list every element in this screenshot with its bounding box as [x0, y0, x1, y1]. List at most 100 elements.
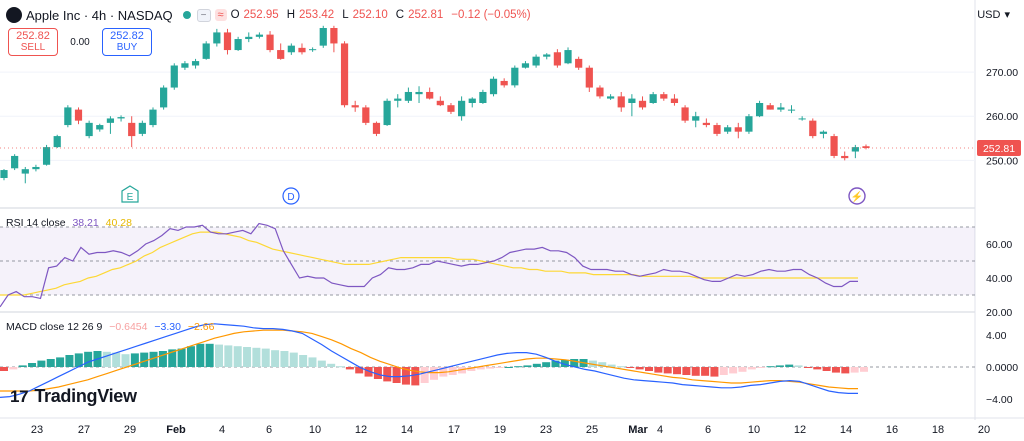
open-value: 252.95 [243, 9, 279, 21]
macd-histogram-bar [158, 351, 167, 367]
collapse-toggle-button[interactable]: − [196, 8, 211, 22]
candle-body [277, 50, 285, 59]
macd-histogram-bar [392, 367, 401, 383]
macd-histogram-bar [831, 367, 840, 373]
macd-histogram-bar [411, 367, 420, 386]
time-tick-label: 12 [794, 424, 806, 436]
candle-body [798, 118, 806, 120]
macd-histogram-bar [130, 353, 139, 367]
time-tick-label: 10 [309, 424, 321, 436]
high-value: 253.42 [299, 9, 335, 21]
rsi-title: RSI 14 close [6, 217, 66, 229]
candle-body [745, 116, 753, 132]
macd-histogram-bar [74, 353, 83, 367]
candle-body [713, 125, 721, 134]
sell-label: SELL [20, 42, 46, 53]
future-event-icon [848, 187, 866, 205]
candle-body [755, 103, 764, 117]
macd-tick-label: 0.0000 [986, 362, 1018, 374]
macd-histogram-bar [149, 351, 158, 367]
candle-body [255, 34, 264, 37]
macd-histogram-bar [373, 367, 382, 379]
symbol-title[interactable]: Apple Inc · 4h · NASDAQ [26, 7, 173, 23]
trade-panel: 252.82 SELL 0.00 252.82 BUY [8, 28, 152, 56]
candle-body [351, 105, 359, 108]
macd-histogram-bar [233, 346, 242, 367]
candle-body [585, 67, 593, 88]
macd-histogram-bar [813, 367, 822, 370]
time-tick-label: 6 [266, 424, 272, 436]
candle-body [11, 155, 19, 169]
earnings-marker [121, 185, 139, 203]
indicator-wave-icon[interactable]: ≈ [214, 9, 227, 21]
macd-histogram-bar [28, 363, 37, 367]
candle-body [617, 96, 625, 108]
candle-body [606, 96, 615, 99]
macd-histogram-bar [504, 367, 513, 368]
candle-body [96, 125, 104, 130]
candle-body [42, 147, 51, 165]
candle-body [64, 107, 72, 126]
candle-body [149, 109, 157, 126]
candle-body [458, 100, 466, 117]
candle-body [670, 98, 679, 103]
macd-hist-value: −0.6454 [109, 321, 148, 333]
currency-label: USD [977, 8, 1001, 21]
candle-body [191, 61, 200, 66]
time-tick-label: 12 [355, 424, 367, 436]
candle-body [181, 63, 189, 68]
low-label: L [342, 9, 349, 21]
macd-histogram-bar [860, 367, 868, 372]
macd-histogram-bar [121, 354, 130, 367]
candle-body [628, 98, 636, 103]
time-tick-label: 23 [540, 424, 552, 436]
candle-body [660, 94, 668, 99]
macd-histogram-bar [738, 367, 747, 372]
macd-histogram-bar [84, 351, 93, 367]
spread-value: 0.00 [70, 36, 90, 48]
time-tick-label: 14 [401, 424, 413, 436]
time-tick-label: 29 [124, 424, 136, 436]
candle-body [596, 87, 604, 97]
macd-histogram-bar [757, 367, 766, 368]
macd-line [0, 323, 858, 398]
candle-body [32, 166, 40, 170]
candle-body [521, 63, 530, 68]
macd-histogram-bar [140, 352, 149, 367]
candle-body [436, 100, 444, 106]
macd-histogram-bar [542, 362, 551, 367]
macd-histogram-bar [598, 362, 607, 367]
macd-histogram-bar [514, 366, 523, 368]
rsi-legend[interactable]: RSI 14 close 38.21 40.28 [6, 217, 132, 229]
dividend-marker [282, 187, 300, 205]
event-marker-label: E [127, 192, 134, 203]
currency-selector[interactable]: USD ▾ [977, 8, 1010, 22]
candle-body [128, 122, 136, 137]
buy-price: 252.82 [110, 30, 144, 42]
candle-body [160, 87, 168, 108]
close-label: C [395, 9, 405, 21]
time-tick-label: 25 [586, 424, 598, 436]
macd-histogram-bar [186, 346, 195, 367]
tradingview-logo[interactable]: 17 TradingView [10, 386, 137, 407]
macd-histogram-bar [215, 344, 223, 367]
macd-histogram-bar [794, 365, 803, 367]
candle-body [681, 107, 689, 121]
macd-histogram-bar [243, 347, 252, 367]
candle-body [287, 45, 295, 53]
candle-body [117, 117, 125, 119]
sell-button[interactable]: 252.82 SELL [8, 28, 58, 56]
candle-body [74, 109, 83, 121]
candle-body [394, 98, 402, 101]
open-label: O [230, 9, 240, 21]
macd-legend[interactable]: MACD close 12 26 9 −0.6454 −3.30 −2.66 [6, 321, 214, 333]
macd-histogram-bar [336, 366, 345, 368]
macd-histogram-bar [719, 367, 728, 375]
macd-histogram-bar [196, 343, 205, 367]
tradingview-wordmark: TradingView [34, 386, 137, 406]
rsi-tick-label: 20.00 [986, 307, 1012, 319]
buy-button[interactable]: 252.82 BUY [102, 28, 152, 56]
macd-histogram-bar [635, 367, 644, 370]
macd-histogram-bar [523, 365, 532, 367]
